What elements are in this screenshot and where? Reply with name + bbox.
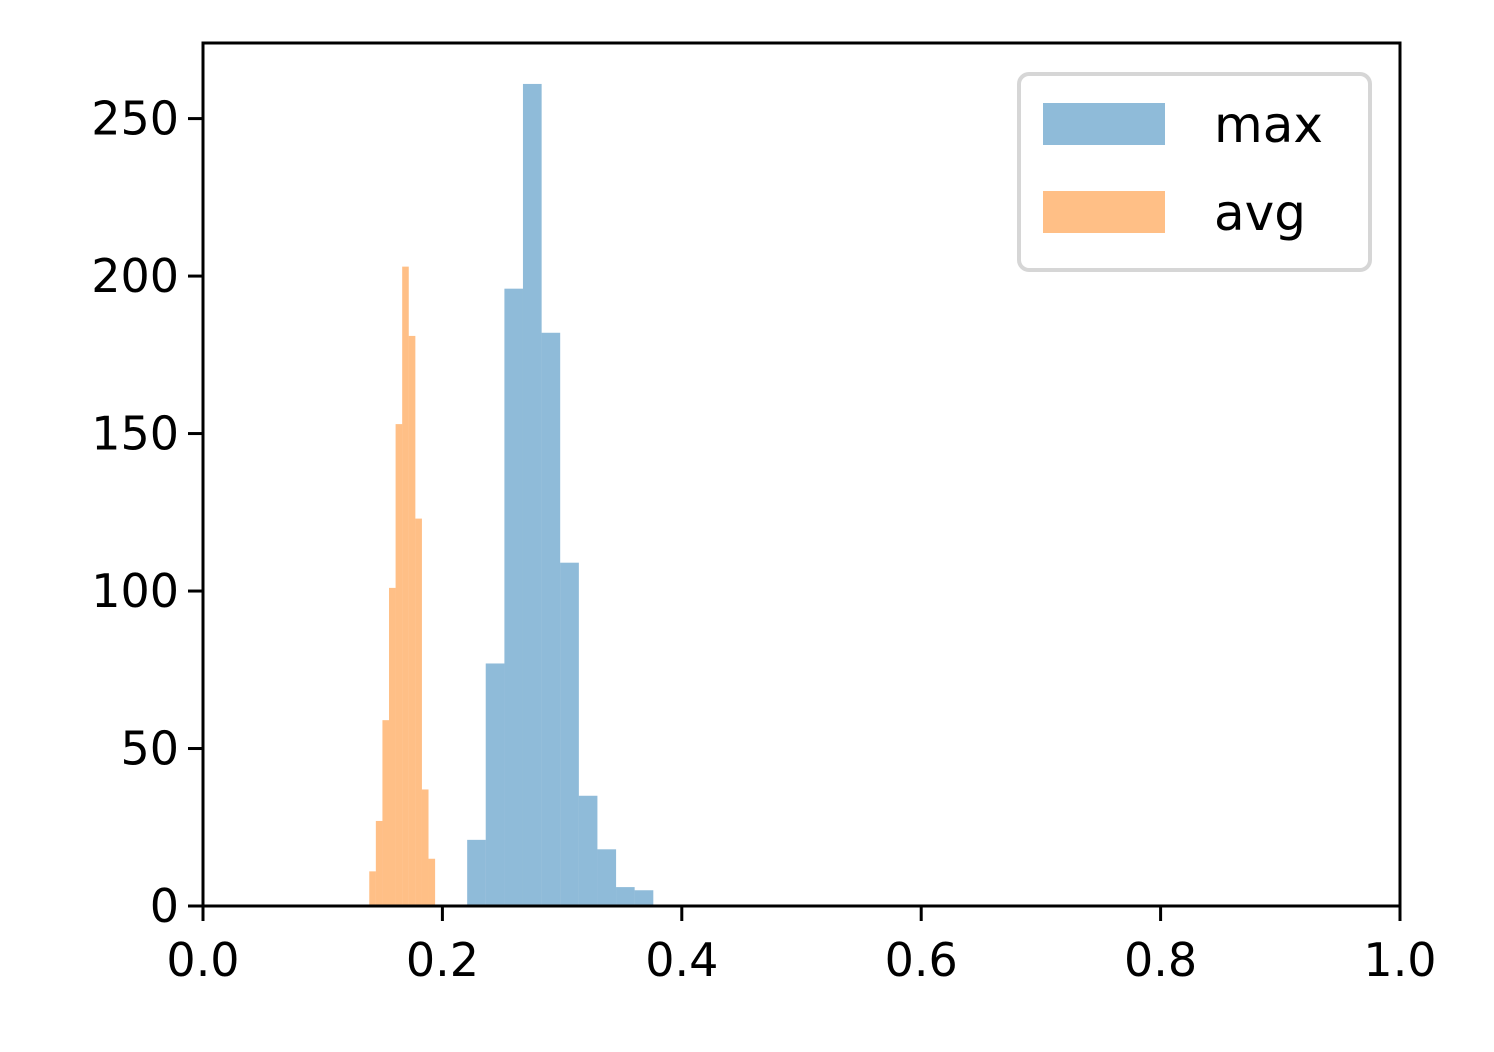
bar-max-5 [560, 562, 579, 906]
y-tick-label: 150 [91, 407, 179, 461]
bar-max-9 [634, 890, 654, 906]
legend: max avg [1017, 72, 1372, 272]
bar-avg-4 [395, 424, 403, 906]
bar-avg-2 [382, 720, 390, 906]
bar-avg-9 [428, 858, 436, 906]
bar-avg-1 [375, 820, 383, 906]
bar-avg-5 [402, 266, 409, 906]
plot-area: 0.0 0.2 0.4 0.6 0.8 1.0 0 50 100 150 200 250 [91, 41, 1437, 987]
y-tick-label: 250 [91, 92, 179, 146]
legend-swatch-max [1043, 103, 1165, 145]
series-max [467, 83, 654, 907]
legend-label-avg: avg [1214, 184, 1306, 242]
bar-max-6 [578, 795, 598, 906]
legend-label-max: max [1214, 96, 1323, 154]
x-tick-label: 1.0 [1363, 933, 1436, 987]
bar-avg-3 [389, 587, 396, 906]
x-axis-ticks: 0.0 0.2 0.4 0.6 0.8 1.0 [166, 906, 1437, 987]
x-tick-label: 0.0 [166, 933, 239, 987]
y-tick-label: 200 [91, 249, 179, 303]
y-axis-ticks: 0 50 100 150 200 250 [91, 92, 203, 933]
legend-swatch-avg [1043, 191, 1165, 233]
x-tick-label: 0.4 [645, 933, 718, 987]
bar-max-3 [522, 83, 542, 907]
y-tick-label: 100 [91, 564, 179, 618]
bars-layer [369, 83, 654, 907]
series-avg [369, 266, 436, 907]
bar-max-8 [616, 887, 635, 906]
bar-avg-8 [421, 789, 429, 906]
bar-max-1 [485, 663, 505, 906]
x-tick-label: 0.6 [885, 933, 958, 987]
y-tick-label: 50 [120, 722, 179, 776]
bar-max-4 [541, 332, 561, 906]
bar-max-2 [504, 288, 523, 907]
y-tick-label: 0 [150, 879, 179, 933]
bar-avg-0 [369, 871, 376, 906]
bar-avg-6 [408, 335, 416, 907]
axes-frame [201, 41, 1402, 908]
bar-max-7 [597, 849, 617, 906]
bar-max-0 [467, 839, 486, 906]
x-tick-label: 0.8 [1124, 933, 1197, 987]
x-tick-label: 0.2 [406, 933, 479, 987]
bar-avg-7 [415, 518, 422, 906]
